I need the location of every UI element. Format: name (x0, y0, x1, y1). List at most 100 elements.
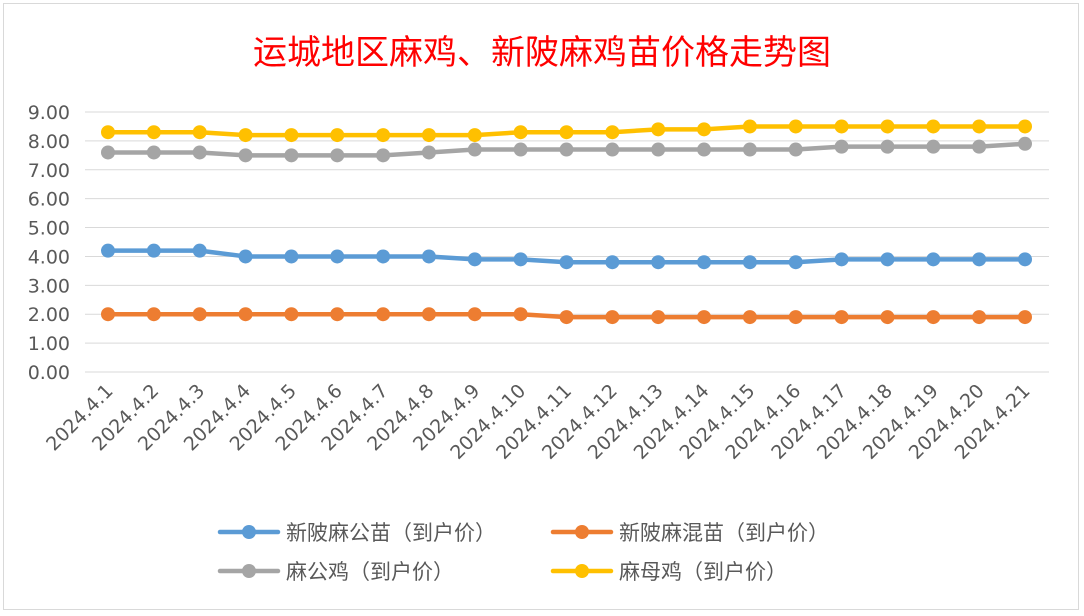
y-tick-label: 7.00 (28, 160, 70, 182)
data-point (559, 255, 574, 270)
legend-entry: 新陂麻公苗（到户价） (217, 521, 496, 545)
data-point (330, 249, 345, 264)
data-point (330, 128, 345, 143)
data-point (421, 128, 436, 143)
data-point (559, 142, 574, 157)
data-point (559, 125, 574, 140)
chart-area[interactable] (3, 3, 1079, 610)
data-point (697, 142, 712, 157)
y-tick-label: 1.00 (28, 333, 70, 355)
legend: 新陂麻公苗（到户价） 新陂麻混苗（到户价） 麻公鸡（到户价） 麻母鸡（到户价） (217, 521, 829, 584)
data-point (238, 307, 253, 322)
data-point (284, 128, 299, 143)
data-point (192, 125, 207, 140)
data-point (376, 148, 391, 163)
data-point (192, 307, 207, 322)
legend-marker-icon (242, 564, 256, 578)
data-point (238, 128, 253, 143)
data-point (513, 125, 528, 140)
data-point (605, 125, 620, 140)
data-point (101, 125, 115, 140)
data-point (146, 243, 161, 258)
data-point (834, 119, 849, 134)
data-point (1018, 136, 1032, 151)
data-point (513, 307, 528, 322)
data-point (101, 243, 115, 258)
legend-entry: 麻公鸡（到户价） (217, 560, 454, 584)
data-point (467, 307, 482, 322)
data-point (238, 249, 253, 264)
data-point (834, 310, 849, 325)
series-1 (101, 243, 1032, 270)
data-point (376, 128, 391, 143)
y-tick-label: 0.00 (28, 362, 70, 384)
data-point (834, 252, 849, 267)
data-point (513, 252, 528, 267)
data-point (972, 139, 987, 154)
data-point (926, 139, 941, 154)
data-point (513, 142, 528, 157)
data-point (972, 119, 987, 134)
data-point (788, 119, 803, 134)
data-point (788, 255, 803, 270)
data-point (742, 119, 757, 134)
y-tick-label: 5.00 (28, 218, 70, 240)
data-point (330, 148, 345, 163)
data-point (467, 142, 482, 157)
data-point (1018, 252, 1032, 267)
data-point (651, 310, 666, 325)
data-point (697, 122, 712, 137)
data-point (788, 310, 803, 325)
data-point (330, 307, 345, 322)
legend-label: 麻公鸡（到户价） (286, 560, 454, 584)
data-point (651, 255, 666, 270)
data-point (101, 145, 115, 160)
legend-entry: 新陂麻混苗（到户价） (550, 521, 829, 545)
data-point (926, 310, 941, 325)
data-point (146, 307, 161, 322)
y-tick-label: 6.00 (28, 189, 70, 211)
legend-label: 新陂麻混苗（到户价） (619, 521, 829, 545)
data-point (651, 122, 666, 137)
data-point (697, 310, 712, 325)
data-point (880, 139, 895, 154)
data-point (926, 119, 941, 134)
data-point (605, 255, 620, 270)
data-point (697, 255, 712, 270)
y-tick-label: 9.00 (28, 102, 70, 124)
data-point (834, 139, 849, 154)
legend-marker-icon (575, 525, 589, 539)
data-point (1018, 119, 1032, 134)
series-lines (101, 119, 1032, 325)
y-axis-ticks: 0.00 1.00 2.00 3.00 4.00 5.00 6.00 7.00 8.00 9.00 (28, 102, 70, 384)
y-tick-label: 4.00 (28, 246, 70, 268)
series-4 (101, 119, 1032, 143)
data-point (146, 125, 161, 140)
data-point (605, 310, 620, 325)
data-point (742, 142, 757, 157)
data-point (376, 307, 391, 322)
data-point (880, 119, 895, 134)
y-tick-label: 8.00 (28, 131, 70, 153)
chart-title: 运城地区麻鸡、新陂麻鸡苗价格走势图 (253, 33, 831, 73)
legend-label: 麻母鸡（到户价） (619, 560, 787, 584)
data-point (192, 145, 207, 160)
data-point (605, 142, 620, 157)
data-point (559, 310, 574, 325)
legend-entry: 麻母鸡（到户价） (550, 560, 787, 584)
x-axis-ticks: 2024.4.12024.4.22024.4.32024.4.42024.4.5… (42, 380, 1034, 464)
data-point (467, 128, 482, 143)
legend-marker-icon (242, 525, 256, 539)
data-point (284, 307, 299, 322)
data-point (284, 148, 299, 163)
legend-label: 新陂麻公苗（到户价） (286, 521, 496, 545)
data-point (742, 310, 757, 325)
series-2 (101, 307, 1032, 325)
data-point (421, 249, 436, 264)
data-point (421, 307, 436, 322)
data-point (238, 148, 253, 163)
data-point (742, 255, 757, 270)
data-point (788, 142, 803, 157)
